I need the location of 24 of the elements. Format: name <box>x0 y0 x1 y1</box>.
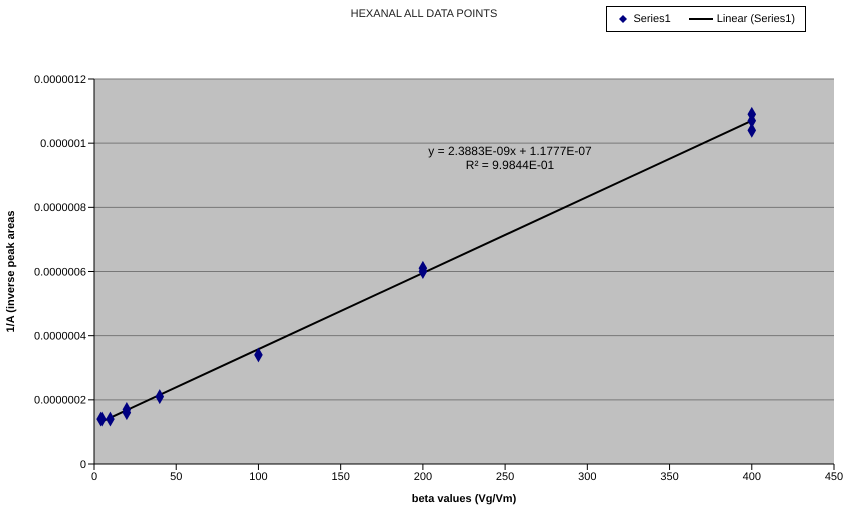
x-tick-label: 400 <box>742 470 761 483</box>
y-tick-label: 0 <box>80 458 86 471</box>
y-tick-label: 0.0000006 <box>34 266 86 278</box>
x-tick-label: 150 <box>331 470 350 483</box>
x-tick-label: 450 <box>824 470 844 483</box>
x-tick-label: 300 <box>578 470 597 483</box>
y-tick-label: 0.0000002 <box>34 394 86 407</box>
annotation: R² = 9.9844E-01 <box>464 158 556 172</box>
x-tick-label: 0 <box>90 470 98 483</box>
y-axis-title: 1/A (inverse peak areas <box>4 210 17 332</box>
legend-label: Series1 <box>632 13 671 25</box>
legend-label: Linear (Series1) <box>716 13 795 25</box>
x-tick-label: 200 <box>414 470 432 483</box>
x-axis-title: beta values (Vg/Vm) <box>412 493 517 505</box>
y-tick-label: 0.0000012 <box>34 74 86 86</box>
chart-title: HEXANAL ALL DATA POINTS <box>350 8 498 20</box>
x-tick-label: 350 <box>660 470 679 483</box>
x-tick-label: 50 <box>170 470 182 483</box>
x-tick-label: 100 <box>249 470 268 483</box>
x-tick-label: 250 <box>496 470 514 483</box>
annotation: y = 2.3883E-09x + 1.1777E-07 <box>427 144 593 158</box>
y-tick-label: 0.000001 <box>40 138 86 150</box>
y-tick-label: 0.0000008 <box>34 202 86 214</box>
y-tick-label: 0.0000004 <box>34 330 86 343</box>
